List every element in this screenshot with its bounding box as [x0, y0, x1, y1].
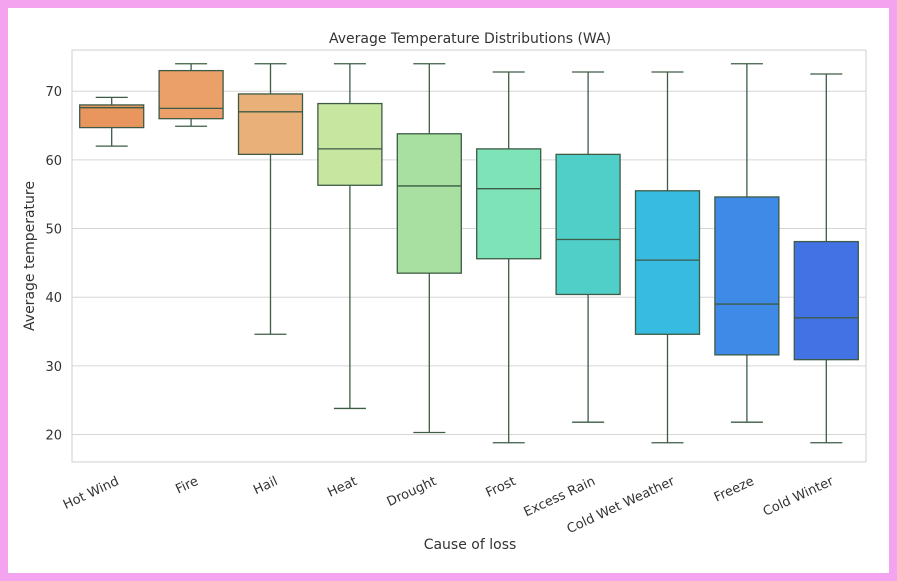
iqr-box	[396, 133, 462, 274]
y-tick-label: 60	[45, 154, 62, 169]
box-freeze	[714, 63, 780, 423]
box-hot-wind	[79, 96, 145, 147]
y-tick-label: 40	[45, 291, 62, 306]
iqr-box	[476, 148, 542, 260]
x-axis-label: Cause of loss	[424, 537, 517, 553]
iqr-box	[79, 104, 145, 129]
box-cold-wet-weather	[634, 71, 701, 444]
y-tick-label: 70	[45, 85, 62, 100]
box-hail	[237, 63, 304, 335]
box-cold-winter	[793, 73, 859, 444]
box-drought	[396, 63, 462, 434]
x-tick-label: Hail	[251, 474, 280, 498]
box-frost	[476, 71, 542, 444]
iqr-box	[555, 153, 621, 296]
box-fire	[158, 63, 224, 127]
x-tick-label: Drought	[385, 474, 439, 510]
x-tick-label: Heat	[325, 474, 359, 501]
x-tick-label: Cold Winter	[761, 474, 837, 520]
chart-title: Average Temperature Distributions (WA)	[329, 31, 611, 47]
x-tick-label: Hot Wind	[61, 474, 121, 513]
y-axis-label: Average temperature	[22, 181, 38, 331]
iqr-box	[317, 102, 383, 186]
x-tick-label: Freeze	[712, 474, 757, 506]
y-tick-label: 30	[45, 360, 62, 375]
iqr-box	[158, 69, 224, 120]
iqr-box	[793, 240, 859, 361]
y-tick-labels: 20 30 40 50 60 70	[45, 85, 62, 443]
iqr-box	[714, 196, 780, 356]
y-tick-label: 20	[45, 429, 62, 444]
iqr-box	[634, 190, 701, 335]
box-excess-rain	[555, 71, 621, 423]
x-tick-label: Fire	[173, 474, 200, 497]
x-tick-label: Frost	[484, 474, 519, 501]
box-heat	[317, 63, 383, 410]
iqr-box	[237, 93, 304, 156]
boxes-layer	[79, 63, 859, 444]
x-tick-labels: Hot Wind Fire Hail Heat Drought Frost Excess R…	[61, 474, 837, 537]
y-tick-label: 50	[45, 223, 62, 238]
